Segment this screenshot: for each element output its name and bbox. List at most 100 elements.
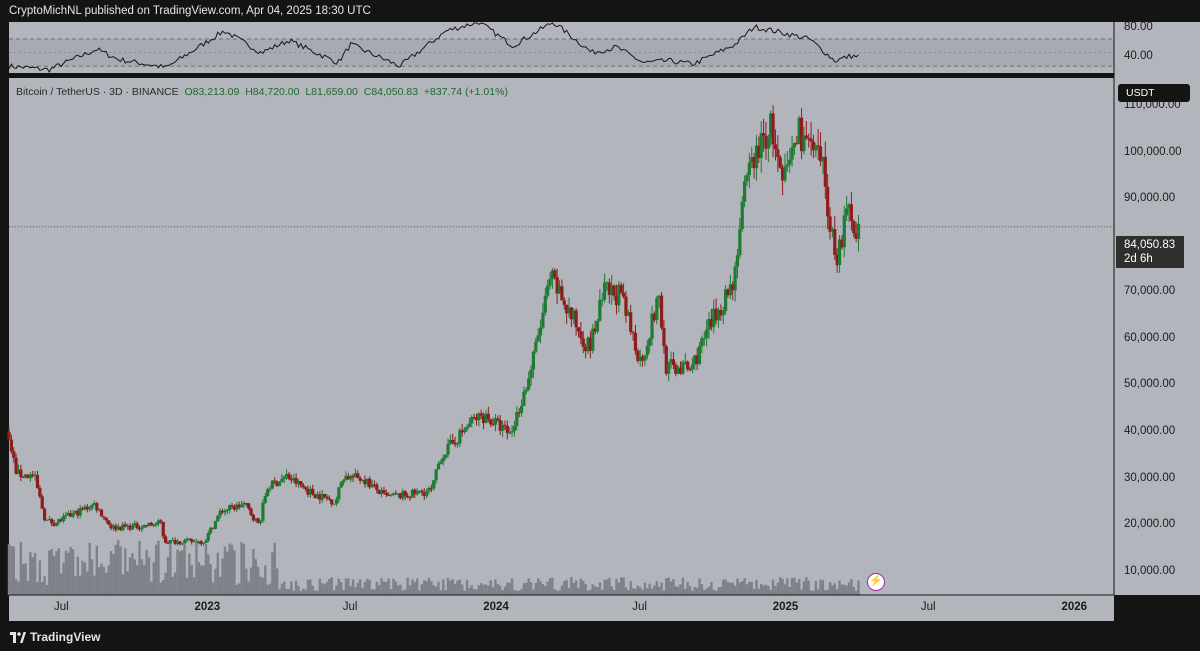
volume-bar: [420, 584, 424, 595]
candle: [662, 327, 666, 347]
candle: [201, 542, 206, 545]
candle: [448, 440, 452, 444]
volume-bar: [268, 583, 272, 595]
candle: [206, 532, 210, 541]
volume-bar: [173, 572, 177, 595]
volume-bar: [572, 582, 575, 595]
volume-bar: [57, 548, 61, 595]
candle: [33, 474, 37, 476]
candle: [759, 133, 763, 159]
volume-bar: [415, 578, 419, 595]
candle: [204, 540, 208, 543]
candle: [104, 517, 108, 521]
volume-bar: [366, 578, 369, 595]
candle: [289, 478, 293, 481]
candle: [121, 524, 125, 531]
candle: [702, 338, 706, 340]
tradingview-brand[interactable]: TradingView: [10, 630, 100, 644]
volume-bar: [259, 576, 262, 595]
volume-bar: [19, 541, 23, 595]
volume-bar: [717, 587, 720, 595]
volume-bar: [287, 588, 291, 595]
candle: [133, 523, 137, 526]
volume-bar: [646, 588, 649, 595]
candle: [83, 506, 87, 510]
volume-bar: [230, 544, 234, 595]
candle: [645, 345, 649, 356]
last-price-value: 84,050.83: [1124, 239, 1176, 251]
chart-legend: Bitcoin / TetherUS · 3D · BINANCE O83,21…: [16, 86, 508, 98]
volume-bar: [399, 584, 402, 595]
volume-bar: [31, 557, 34, 595]
candle: [574, 310, 578, 328]
volume-bar: [593, 586, 597, 595]
volume-bar: [513, 590, 516, 595]
candle: [213, 521, 218, 529]
candle: [721, 311, 725, 316]
volume-bar: [691, 590, 694, 595]
candle: [486, 413, 490, 420]
currency-label[interactable]: USDT: [1118, 84, 1190, 102]
volume-bar: [192, 577, 196, 595]
candle: [50, 519, 54, 524]
volume-bar: [672, 579, 675, 595]
candle: [334, 499, 339, 504]
candle: [678, 367, 683, 374]
candle: [716, 310, 721, 321]
candle: [754, 145, 759, 169]
volume-bar: [226, 551, 229, 595]
candle: [792, 143, 797, 148]
volume-bar: [821, 580, 825, 595]
candle: [648, 338, 652, 346]
candle: [757, 145, 761, 159]
price-axis[interactable]: [1114, 22, 1200, 595]
volume-bar: [389, 589, 393, 595]
candle: [118, 526, 123, 531]
candle: [173, 539, 177, 544]
lightning-icon[interactable]: ⚡: [867, 573, 885, 591]
volume-bar: [477, 585, 481, 595]
x-tick-label: 2024: [483, 601, 509, 613]
volume-bar: [328, 579, 331, 595]
candle: [40, 496, 44, 509]
volume-bar: [451, 579, 454, 595]
volume-bar: [491, 587, 495, 595]
candle: [640, 356, 645, 361]
candle: [693, 355, 697, 365]
candle: [697, 346, 702, 364]
candle: [496, 418, 500, 421]
candle: [510, 431, 514, 433]
pane-separator[interactable]: [0, 73, 1200, 78]
volume-bar: [233, 550, 236, 595]
candle: [823, 156, 827, 187]
candle: [242, 503, 246, 505]
volume-bar: [731, 582, 734, 595]
candle: [477, 413, 481, 421]
candle: [674, 365, 678, 374]
candle: [750, 157, 754, 163]
volume-bar: [140, 559, 144, 595]
candle: [54, 522, 59, 526]
volume-bar: [316, 590, 319, 595]
candle: [591, 328, 595, 351]
price-panel[interactable]: [9, 78, 1114, 595]
time-axis[interactable]: [9, 595, 1114, 621]
volume-bar: [7, 543, 11, 595]
volume-bar: [532, 589, 535, 595]
volume-bar: [684, 588, 687, 595]
footer-bar: [0, 621, 1200, 651]
volume-bar: [608, 577, 611, 595]
candle: [788, 159, 792, 165]
volume-bar: [48, 550, 51, 595]
candle: [31, 474, 35, 476]
volume-bar: [767, 585, 770, 595]
volume-bar: [64, 550, 68, 595]
candle: [707, 319, 711, 330]
volume-bar: [627, 590, 630, 595]
volume-bar: [779, 577, 782, 595]
candle: [365, 478, 369, 485]
candle: [553, 270, 557, 278]
volume-bar: [453, 584, 457, 595]
volume-bar: [745, 584, 749, 595]
candle: [382, 490, 386, 493]
